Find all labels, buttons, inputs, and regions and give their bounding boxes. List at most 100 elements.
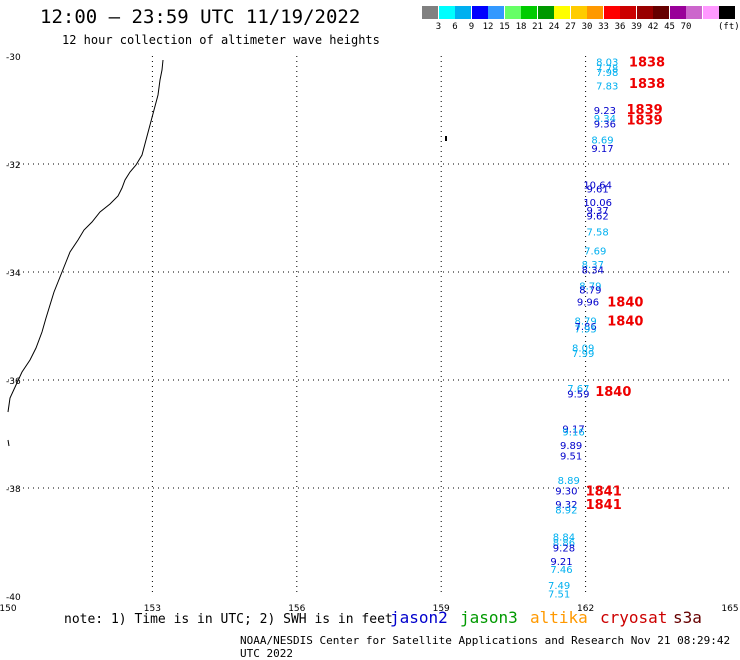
swh-value: 9.89 <box>560 441 582 452</box>
swh-value: 9.17 <box>562 425 584 436</box>
colorbar-tick-label: 24 <box>548 22 560 32</box>
colorbar-tick-label: 3 <box>435 22 442 32</box>
page-title: 12:00 — 23:59 UTC 11/19/2022 <box>40 6 361 28</box>
swh-value: 7.78 <box>596 64 618 75</box>
lon-tick-label: 162 <box>577 604 594 614</box>
colorbar-tick-label: 21 <box>532 22 543 32</box>
swh-value: 9.21 <box>550 557 572 568</box>
swh-value: 9.16 <box>562 427 584 438</box>
swh-value: 7.95 <box>574 325 596 336</box>
colorbar-tick-label: 18 <box>515 22 527 32</box>
swh-value: 8.09 <box>572 344 594 355</box>
swh-value: 8.37 <box>582 260 604 271</box>
swh-value: 8.69 <box>591 136 613 147</box>
axis-labels: 150 153 156 159 162 165 -30 -32 -34 -36 -38 -40 <box>0 53 739 614</box>
colorbar-swatch <box>653 6 669 19</box>
lat-tick-label: -36 <box>6 377 21 387</box>
swh-value: 9.61 <box>587 184 609 195</box>
colorbar-swatch <box>504 6 521 19</box>
swh-value: 7.51 <box>548 589 570 600</box>
lon-tick-label: 150 <box>0 604 17 614</box>
pass-time-label: 1838 <box>629 55 665 70</box>
colorbar-swatch <box>554 6 570 19</box>
swh-value: 8.34 <box>582 265 604 276</box>
pass-time-label: 1838 <box>629 77 665 92</box>
swh-value: 9.23 <box>594 106 616 117</box>
lat-tick-label: -32 <box>6 161 21 171</box>
page-subtitle: 12 hour collection of altimeter wave hei… <box>62 33 380 47</box>
colorbar-swatch <box>686 6 702 19</box>
colorbar-tick-label: 12 <box>482 22 494 32</box>
swh-value: 9.36 <box>594 120 616 131</box>
footer-credit: NOAA/NESDIS Center for Satellite Applica… <box>240 634 731 660</box>
colorbar-tick-label: 9 <box>468 22 475 32</box>
swh-value: 7.58 <box>587 228 609 239</box>
swh-value: 8.92 <box>555 506 577 517</box>
island-marker <box>445 136 447 141</box>
colorbar-swatch <box>455 6 471 19</box>
swh-value: 7.46 <box>550 565 572 576</box>
colorbar-swatch <box>537 6 554 19</box>
swh-value: 8.03 <box>596 57 618 68</box>
pass-time-label: 1839 <box>627 103 663 118</box>
colorbar-swatch <box>669 6 686 19</box>
swh-value: 9.59 <box>567 390 589 401</box>
colorbar-swatch <box>438 6 455 19</box>
lon-tick-label: 153 <box>144 604 161 614</box>
swh-value: 10.06 <box>583 198 612 209</box>
swh-value: 9.17 <box>591 144 613 155</box>
pass-time-label: 1840 <box>595 385 631 400</box>
swh-value: 8.84 <box>553 533 575 544</box>
colorbar-swatch <box>488 6 504 19</box>
colorbar-tick-label: 42 <box>647 22 659 32</box>
lat-tick-label: -34 <box>6 269 21 279</box>
swh-value: 10.64 <box>583 181 612 192</box>
swh-value: 8.86 <box>553 538 575 549</box>
colorbar-tick-label: 36 <box>614 22 626 32</box>
colorbar-swatch <box>636 6 653 19</box>
coastline <box>7 59 164 413</box>
legend-item-jason3: jason3 <box>460 608 518 627</box>
swh-value: 7.69 <box>584 246 606 257</box>
observations-layer: 8.037.787.987.839.239.349.368.699.1710.6… <box>548 57 618 600</box>
swh-value: 7.83 <box>596 82 618 93</box>
lat-tick-label: -38 <box>6 485 21 495</box>
lat-tick-label: -30 <box>6 53 21 63</box>
swh-value: 8.79 <box>574 317 596 328</box>
pass-time-label: 1840 <box>607 296 643 311</box>
colorbar-tick-label: 39 <box>631 22 642 32</box>
colorbar-tick-label: 15 <box>499 22 510 32</box>
swh-value: 7.67 <box>567 384 589 395</box>
legend-item-cryosat: cryosat <box>600 608 668 627</box>
swh-value: 9.37 <box>587 206 609 217</box>
legend-item-jason2: jason2 <box>390 608 448 627</box>
colorbar-tick-label: 27 <box>565 22 576 32</box>
swh-value: 9.32 <box>555 500 577 511</box>
footer-note: note: 1) Time is in UTC; 2) SWH is in fe… <box>64 612 393 627</box>
swh-value: 9.34 <box>594 114 616 125</box>
colorbar-swatch <box>587 6 603 19</box>
swh-value: 9.96 <box>577 298 599 309</box>
colorbar-swatch <box>620 6 636 19</box>
colorbar-swatch <box>570 6 587 19</box>
swh-value: 9.30 <box>555 487 577 498</box>
colorbar-tick-label: 6 <box>452 22 458 32</box>
colorbar-swatch <box>603 6 620 19</box>
legend-item-s3a: s3a <box>673 608 702 627</box>
pass-time-label: 1839 <box>627 114 663 129</box>
lon-tick-label: 159 <box>433 604 450 614</box>
pass-time-label: 1841 <box>586 485 622 500</box>
swh-value: 9.62 <box>587 211 609 222</box>
colorbar-swatch <box>471 6 488 19</box>
lon-tick-label: 156 <box>288 604 305 614</box>
colorbar-tick-label: 30 <box>581 22 593 32</box>
colorbar-swatch <box>422 6 438 19</box>
swh-value: 7.98 <box>596 68 618 79</box>
swh-value: 7.99 <box>572 349 594 360</box>
pass-time-label: 1840 <box>607 315 643 330</box>
colorbar-tick-label: 70 <box>680 22 692 32</box>
swh-value: 8.79 <box>579 282 601 293</box>
